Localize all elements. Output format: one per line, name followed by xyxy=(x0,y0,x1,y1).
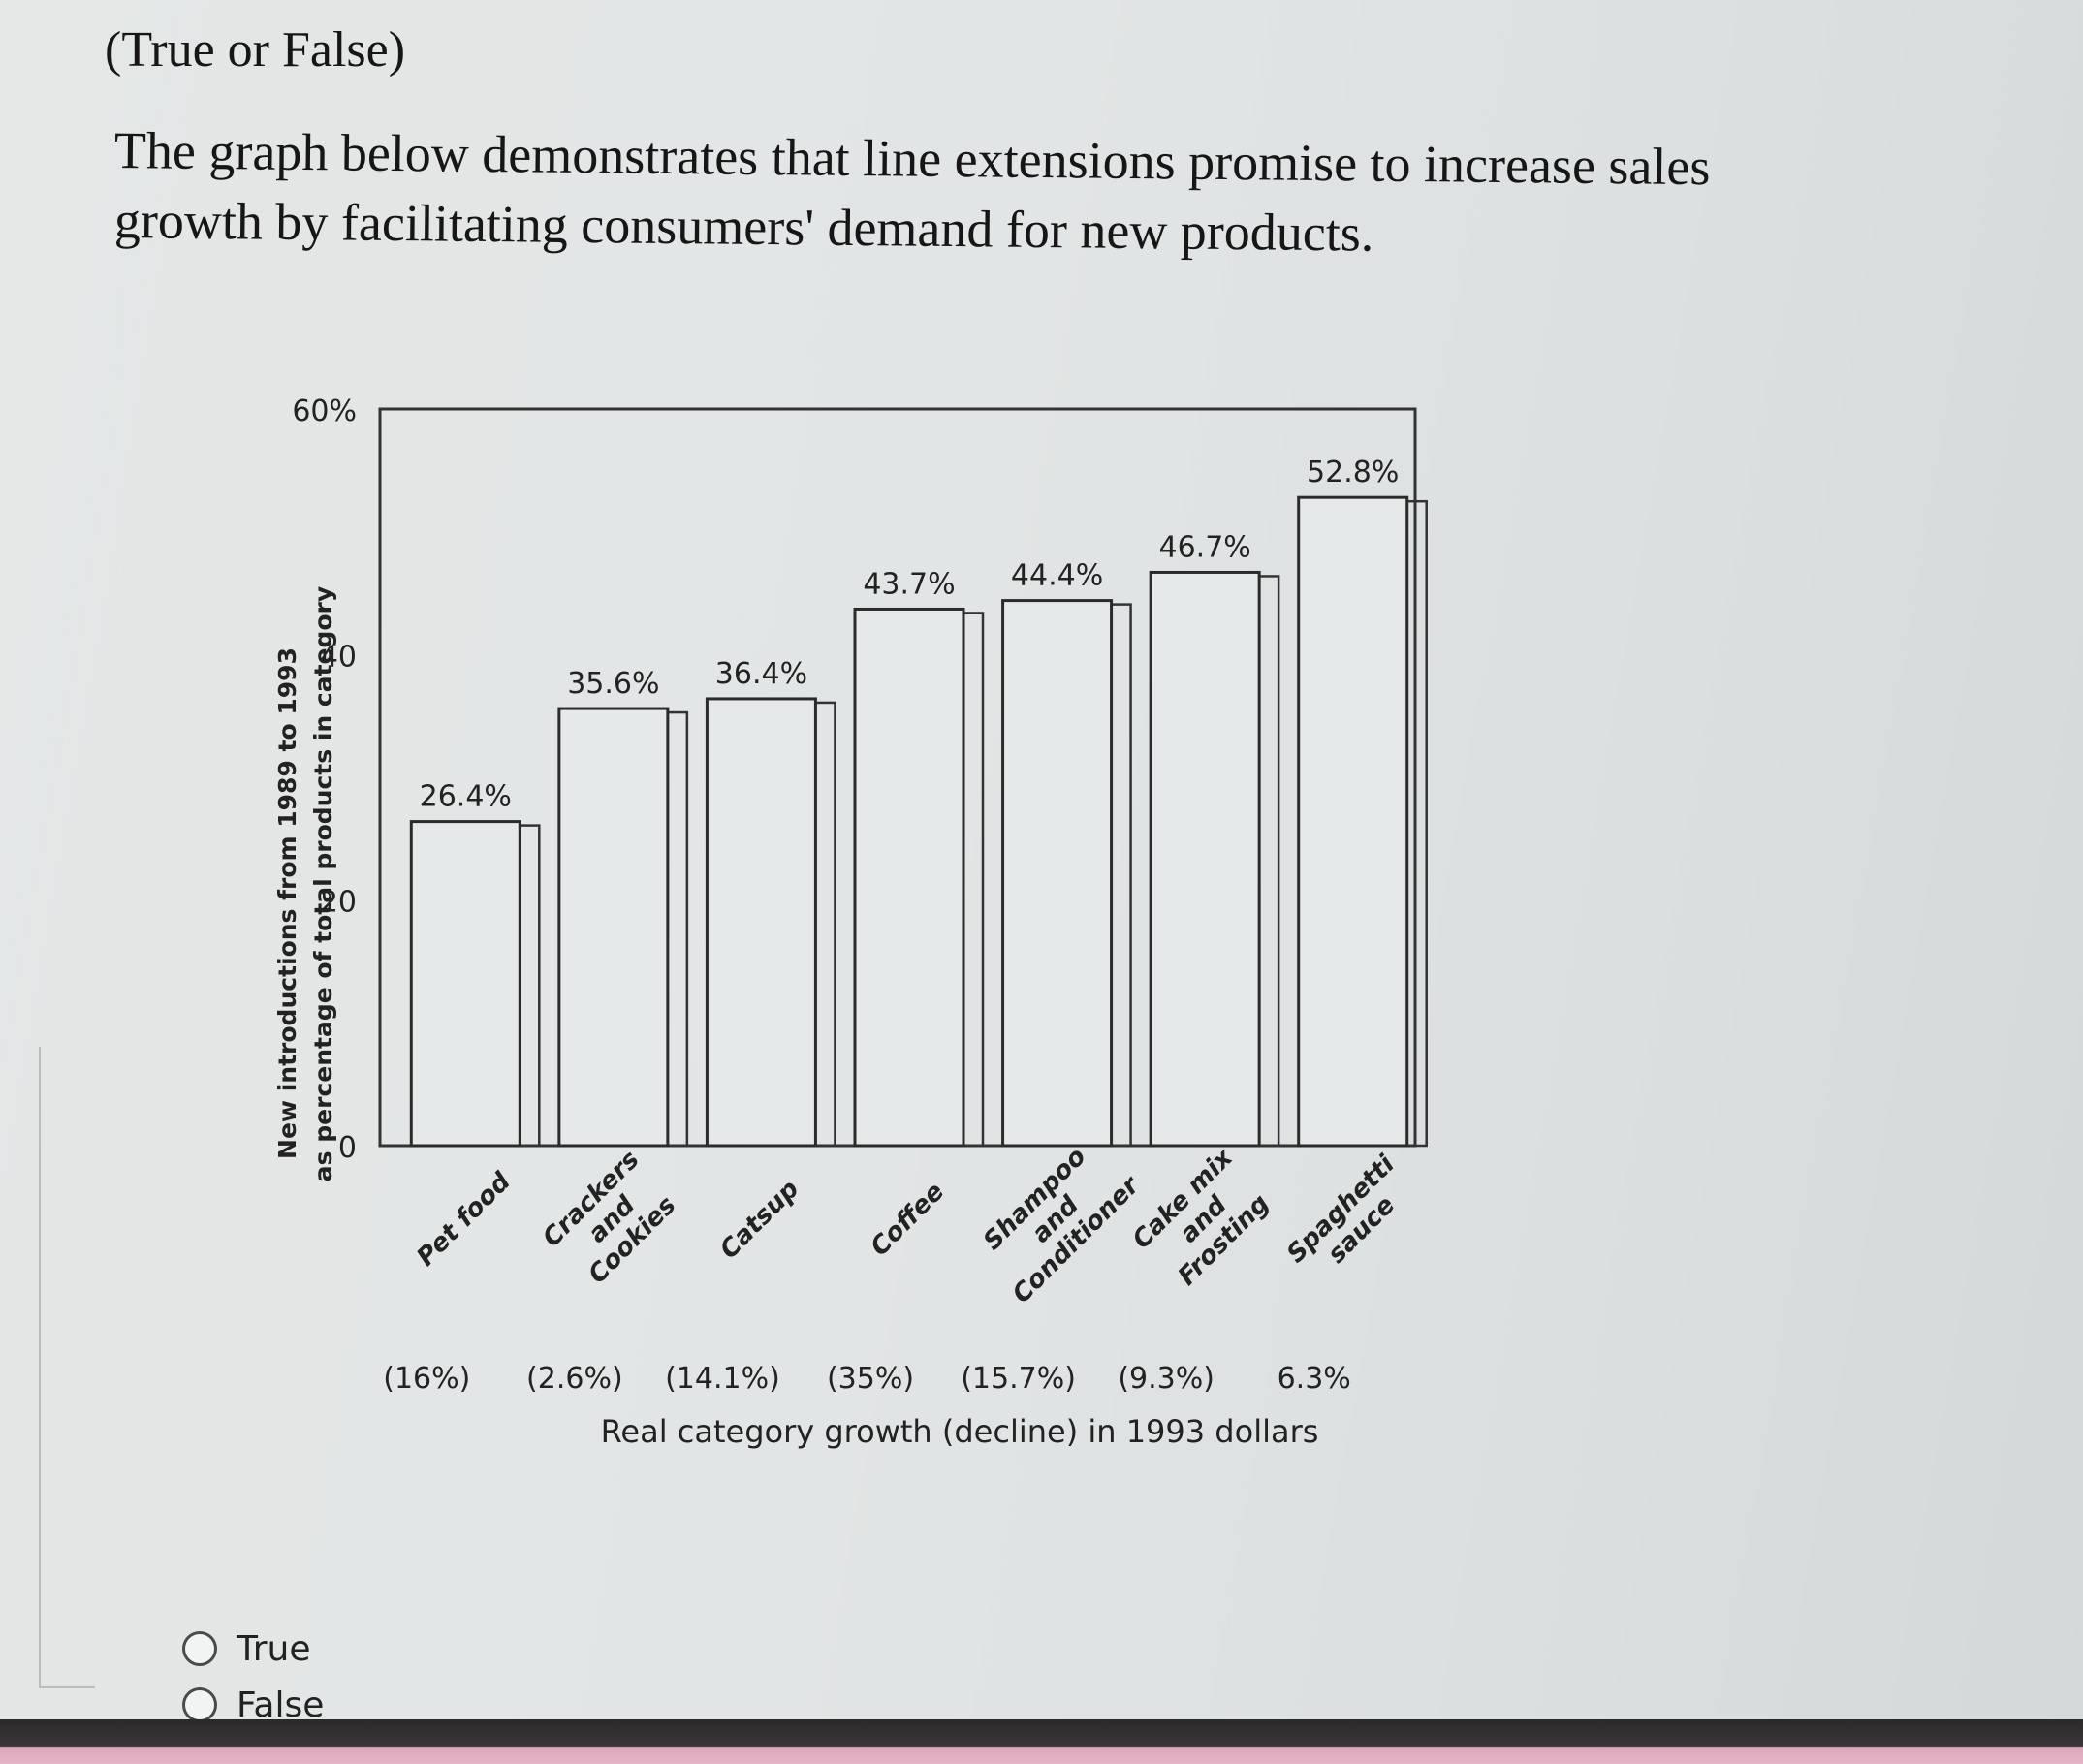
y-axis-label-line-1: New introductions from 1989 to 1993 xyxy=(273,647,301,1159)
x-category-label: Catsup xyxy=(714,1175,805,1265)
screen-bottom-edge xyxy=(0,1719,2083,1764)
x-axis-label: Real category growth (decline) in 1993 d… xyxy=(601,1413,1319,1450)
bar-chart: 26.4% 35.6% 36.4% 43.7% 44.4% 46.7% 52.8% 0 20 4… xyxy=(273,394,1428,1450)
bar-value-label: 43.7% xyxy=(863,567,955,601)
bar xyxy=(557,707,670,1148)
x-category-line: Coffee xyxy=(866,1178,951,1263)
option-false[interactable]: False xyxy=(182,1677,324,1733)
answer-options: True False xyxy=(182,1621,324,1733)
growth-label: (2.6%) xyxy=(526,1362,623,1396)
y-tick-label: 0 xyxy=(338,1131,357,1165)
radio-true[interactable] xyxy=(182,1631,217,1666)
x-category-line: Pet food xyxy=(411,1167,517,1273)
bar-value-label: 26.4% xyxy=(420,780,512,814)
bar xyxy=(1149,570,1261,1148)
radio-false[interactable] xyxy=(182,1687,217,1722)
x-category-label: Coffee xyxy=(866,1178,951,1263)
bar-value-label: 52.8% xyxy=(1307,456,1399,489)
y-tick-label: 20 xyxy=(320,886,357,920)
question-border-left xyxy=(39,1047,41,1686)
option-true[interactable]: True xyxy=(182,1621,324,1677)
growth-label: (35%) xyxy=(827,1362,914,1396)
bar xyxy=(1297,495,1409,1148)
y-tick-label: 60% xyxy=(292,394,357,428)
question-text: The graph below demonstrates that line e… xyxy=(114,114,1820,263)
bar-value-label: 35.6% xyxy=(567,667,659,701)
bar-value-label: 36.4% xyxy=(715,657,807,691)
growth-label: (14.1%) xyxy=(665,1362,780,1396)
x-category-label: Pet food xyxy=(411,1167,517,1273)
x-category-line: Catsup xyxy=(714,1175,805,1265)
bar-value-label: 46.7% xyxy=(1158,530,1250,564)
y-axis-label-line-2: as percentage of total products in categ… xyxy=(309,586,337,1181)
bar xyxy=(705,697,817,1148)
option-true-label: True xyxy=(237,1628,311,1669)
growth-label: (9.3%) xyxy=(1118,1362,1215,1396)
growth-label: (16%) xyxy=(383,1362,470,1396)
option-false-label: False xyxy=(237,1685,325,1725)
bar xyxy=(409,820,521,1148)
growth-label: (15.7%) xyxy=(961,1362,1076,1396)
bar-value-label: 44.4% xyxy=(1011,559,1103,593)
question-title: (True or False) xyxy=(105,22,406,78)
bar xyxy=(853,607,965,1148)
question-border-foot xyxy=(39,1686,95,1688)
bar xyxy=(1001,599,1114,1148)
y-tick-label: 40 xyxy=(320,640,357,674)
growth-label: 6.3% xyxy=(1278,1362,1351,1396)
